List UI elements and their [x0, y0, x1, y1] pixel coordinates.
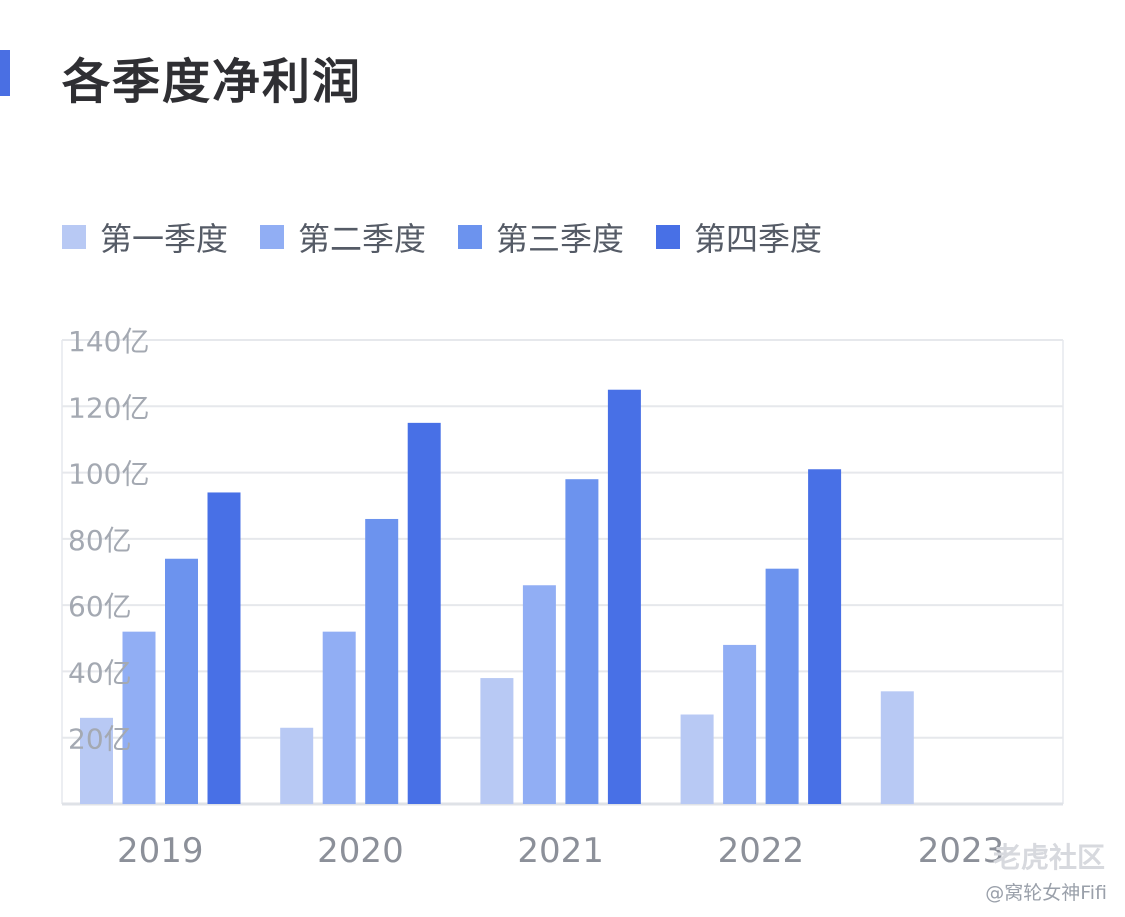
bar [565, 479, 599, 804]
chart-title: 各季度净利润 [62, 54, 363, 110]
bar [122, 631, 156, 804]
legend-label: 第三季度 [496, 220, 625, 258]
x-tick-label: 2020 [317, 831, 404, 871]
bar [322, 631, 356, 804]
bar [607, 389, 641, 804]
legend-label: 第二季度 [298, 220, 427, 258]
y-tick-label: 120亿 [68, 391, 149, 424]
legend-item-q1: 第一季度 [62, 214, 228, 260]
y-tick-label: 60亿 [68, 590, 132, 623]
x-tick-label: 2023 [918, 831, 1005, 871]
legend-label: 第四季度 [694, 220, 823, 258]
y-tick-label: 80亿 [68, 524, 132, 557]
x-tick-label: 2022 [718, 831, 805, 871]
legend-item-q2: 第二季度 [260, 214, 426, 260]
bar [207, 492, 241, 804]
bar [80, 717, 113, 804]
bar [480, 678, 514, 804]
legend-label: 第一季度 [100, 220, 229, 258]
legend-item-q3: 第三季度 [458, 214, 624, 260]
credit-text: @窝轮女神Fifi [985, 882, 1107, 904]
bar [407, 422, 441, 804]
bar [723, 644, 757, 804]
y-tick-label: 40亿 [68, 656, 132, 689]
bar [765, 568, 799, 804]
bar [365, 518, 399, 804]
legend-swatch [458, 225, 483, 249]
legend-item-q4: 第四季度 [656, 214, 822, 260]
legend-swatch [62, 225, 86, 249]
bar [808, 469, 842, 804]
y-tick-label: 100亿 [68, 458, 149, 491]
legend-swatch [656, 225, 681, 249]
legend-swatch [260, 225, 285, 249]
bar [165, 558, 198, 804]
bar [522, 585, 556, 804]
bar [880, 691, 914, 804]
y-tick-label: 20亿 [68, 723, 132, 756]
bar [280, 727, 314, 804]
x-tick-label: 2019 [117, 831, 204, 871]
legend: 第一季度 第二季度 第三季度 第四季度 [62, 214, 854, 260]
bar [680, 714, 714, 804]
watermark: 老虎社区 [992, 841, 1105, 874]
y-tick-label: 140亿 [68, 325, 149, 358]
x-tick-label: 2021 [517, 831, 604, 871]
title-accent-bar [0, 50, 10, 96]
